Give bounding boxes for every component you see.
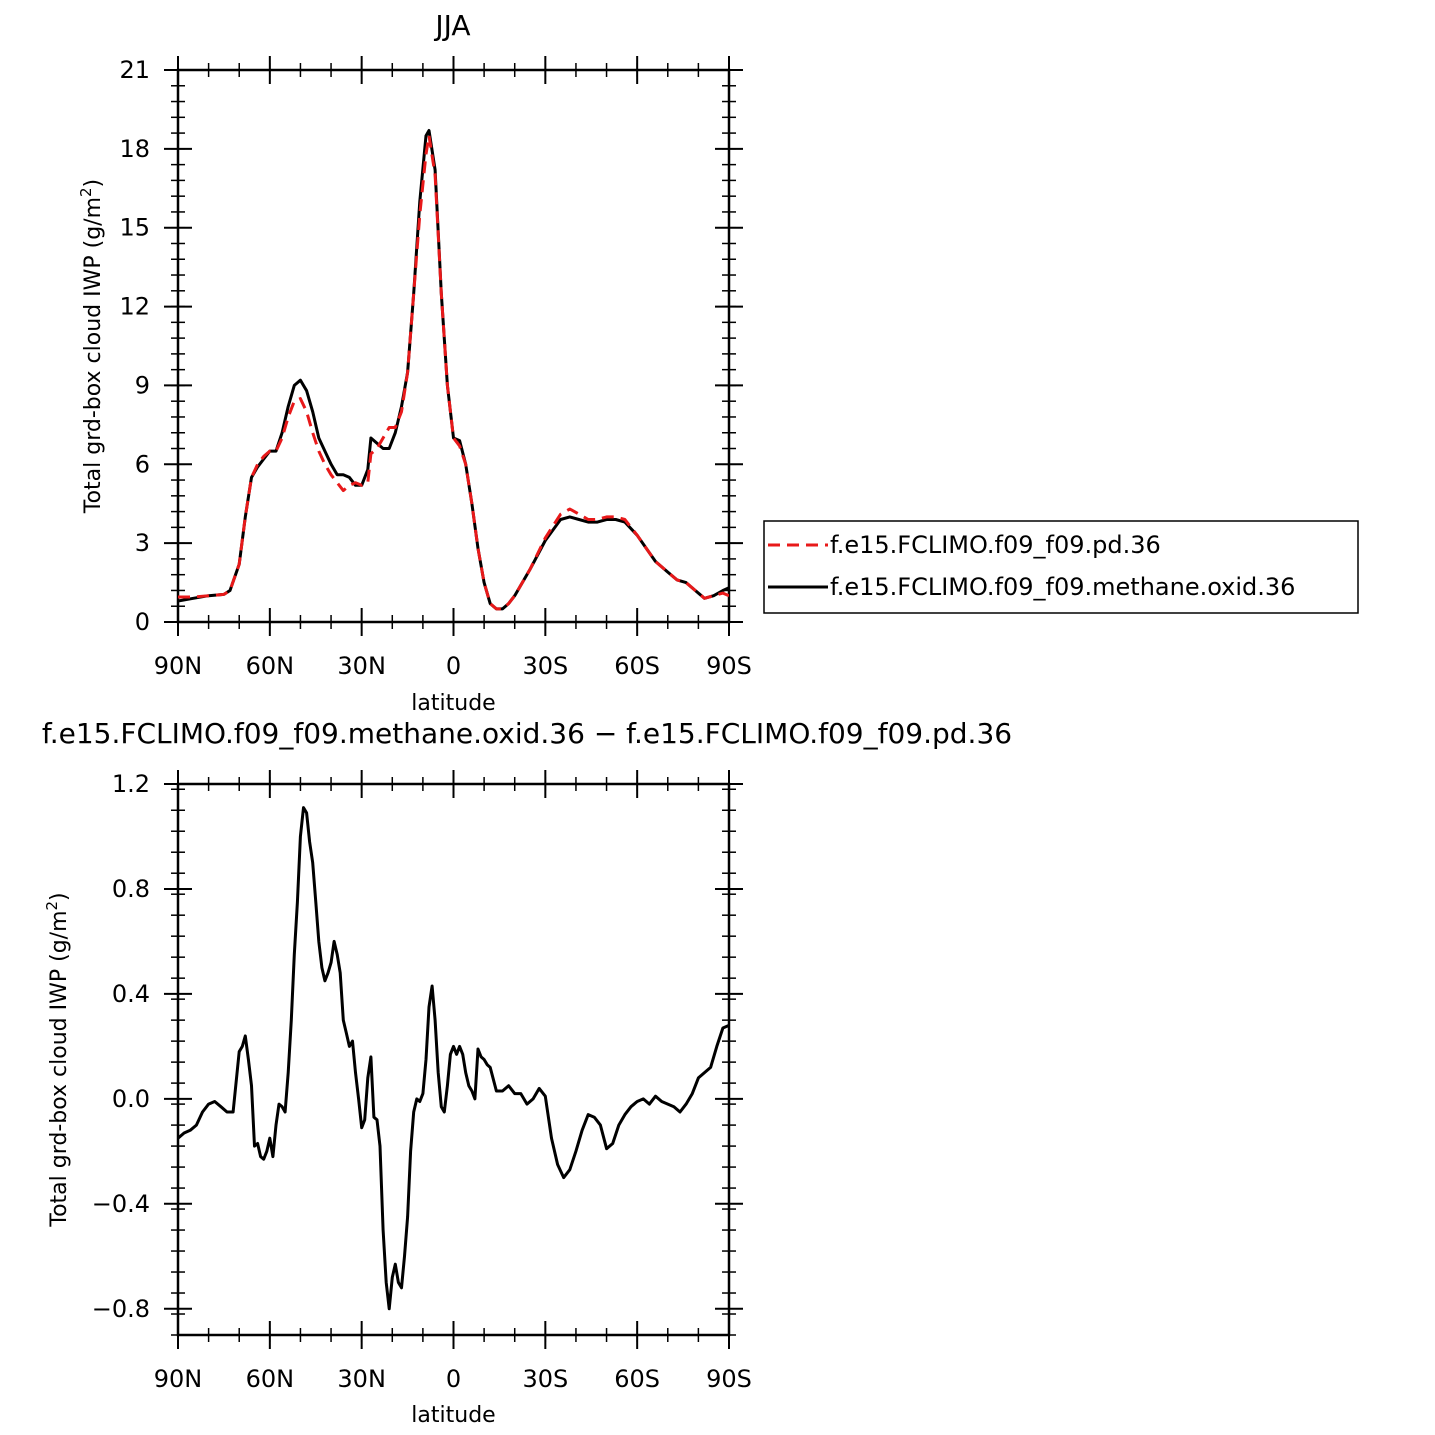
y-tick-label: 3 bbox=[135, 529, 150, 557]
plot-frame bbox=[176, 68, 731, 624]
x-tick-label: 90S bbox=[706, 652, 752, 680]
legend-label: f.e15.FCLIMO.f09_f09.methane.oxid.36 bbox=[830, 573, 1295, 601]
y-tick-label: −0.4 bbox=[92, 1190, 150, 1218]
y-axis-label-superscript: 2 bbox=[77, 187, 95, 197]
y-tick-label: 18 bbox=[119, 135, 150, 163]
x-tick-label: 30S bbox=[522, 1365, 568, 1393]
x-tick-label: 90N bbox=[154, 652, 203, 680]
y-axis-label-close: ) bbox=[47, 892, 72, 901]
chart-title: f.e15.FCLIMO.f09_f09.methane.oxid.36 − f… bbox=[42, 717, 1012, 750]
x-tick-label: 60N bbox=[246, 1365, 295, 1393]
x-tick-label: 30N bbox=[337, 1365, 386, 1393]
x-tick-label: 60N bbox=[246, 652, 295, 680]
plot-frame bbox=[176, 782, 731, 1337]
chart-title: JJA bbox=[433, 9, 470, 42]
difference-line bbox=[178, 806, 729, 1311]
y-axis-label-main: Total grd-box cloud IWP (g/m bbox=[81, 197, 106, 514]
x-tick-label: 90N bbox=[154, 1365, 203, 1393]
x-tick-label: 0 bbox=[446, 1365, 461, 1393]
y-axis-label-close: ) bbox=[81, 179, 106, 188]
y-tick-label: 0 bbox=[135, 608, 150, 636]
y-tick-label: 0.8 bbox=[112, 875, 150, 903]
x-tick-label: 30S bbox=[522, 652, 568, 680]
y-axis-label: Total grd-box cloud IWP (g/m2) bbox=[77, 179, 106, 514]
x-tick-label: 30N bbox=[337, 652, 386, 680]
y-tick-label: 0.4 bbox=[112, 980, 150, 1008]
y-axis-label-main: Total grd-box cloud IWP (g/m bbox=[47, 911, 72, 1228]
series-line-pd bbox=[178, 134, 729, 611]
bottom-panel: f.e15.FCLIMO.f09_f09.methane.oxid.36 − f… bbox=[42, 717, 1012, 1428]
y-tick-label: 21 bbox=[119, 56, 150, 84]
top-panel: JJA 90N 60N 30N 0 30S 60S 90S 0 3 6 9 12 15 18 21 latitu… bbox=[77, 9, 1359, 716]
y-tick-label: 12 bbox=[119, 293, 150, 321]
x-tick-label: 0 bbox=[446, 652, 461, 680]
x-tick-label: 60S bbox=[614, 652, 660, 680]
y-tick-label: 0.0 bbox=[112, 1085, 150, 1113]
x-tick-label: 90S bbox=[706, 1365, 752, 1393]
y-tick-label: 9 bbox=[135, 371, 150, 399]
x-tick-label: 60S bbox=[614, 1365, 660, 1393]
series-line-methane-oxid bbox=[178, 129, 729, 611]
y-axis-label: Total grd-box cloud IWP (g/m2) bbox=[43, 892, 72, 1227]
x-axis-label: latitude bbox=[411, 691, 495, 716]
legend: f.e15.FCLIMO.f09_f09.pd.36 f.e15.FCLIMO.f… bbox=[763, 520, 1359, 614]
y-tick-label: 6 bbox=[135, 450, 150, 478]
y-tick-label: −0.8 bbox=[92, 1295, 150, 1323]
y-tick-label: 1.2 bbox=[112, 770, 150, 798]
y-tick-label: 15 bbox=[119, 214, 150, 242]
y-axis-label-superscript: 2 bbox=[43, 901, 61, 911]
x-axis-label: latitude bbox=[411, 1403, 495, 1428]
legend-label: f.e15.FCLIMO.f09_f09.pd.36 bbox=[830, 531, 1161, 559]
legend-box bbox=[763, 520, 1359, 614]
